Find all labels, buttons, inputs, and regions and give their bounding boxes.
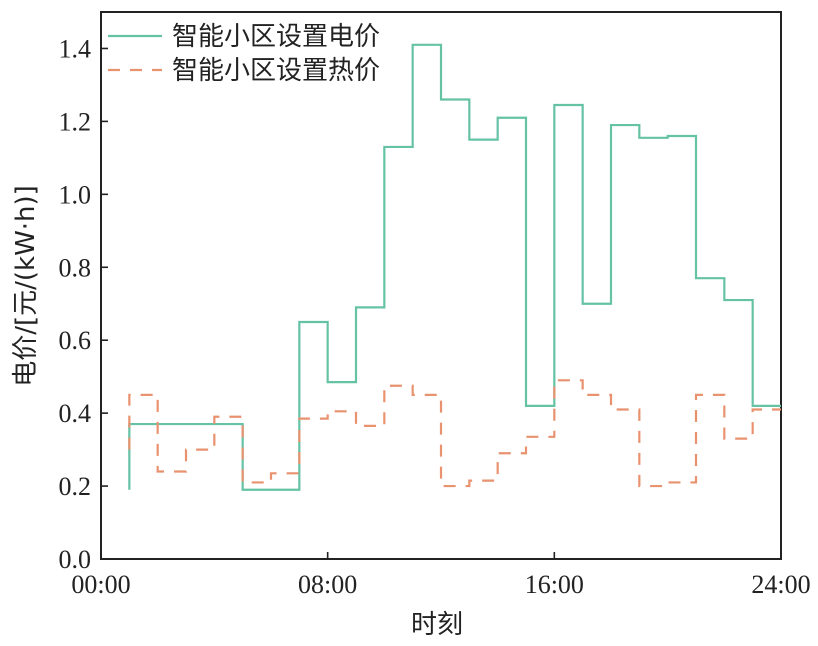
y-tick-label: 0.6	[59, 326, 92, 355]
plot-frame	[100, 11, 782, 560]
y-tick-label: 0.4	[59, 399, 92, 428]
y-tick-label: 0.0	[59, 545, 92, 574]
axis-ticks: 0.0 0.2 0.4 0.6 0.8 1.0 1.2 1.4 00:00 08:00 16:00 2…	[59, 34, 811, 599]
plot-border	[100, 11, 782, 560]
series-layer	[128, 43, 781, 491]
legend-label: 智能小区设置电价	[172, 22, 380, 52]
y-tick-label: 1.2	[59, 107, 92, 136]
y-tick-label: 0.8	[59, 253, 92, 282]
x-axis-label: 时刻	[411, 610, 463, 640]
legend-label: 智能小区设置热价	[172, 56, 380, 86]
x-tick-label: 24:00	[751, 570, 810, 599]
series-line-0	[128, 43, 781, 491]
x-tick-label: 08:00	[298, 570, 357, 599]
x-tick-label: 00:00	[71, 570, 130, 599]
y-tick-label: 1.4	[59, 34, 92, 63]
y-tick-label: 1.0	[59, 180, 92, 209]
x-tick-label: 16:00	[525, 570, 584, 599]
series-line-1	[128, 379, 781, 488]
y-axis-label: 电价/[元/(kW·h)]	[11, 185, 41, 387]
y-tick-label: 0.2	[59, 472, 92, 501]
